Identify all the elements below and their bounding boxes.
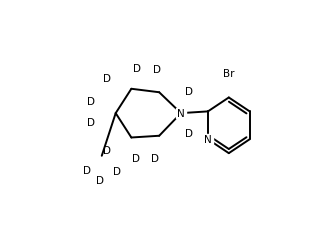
Bar bbox=[203, 135, 213, 144]
Text: D: D bbox=[96, 175, 104, 185]
Text: D: D bbox=[133, 64, 141, 74]
Text: D: D bbox=[151, 154, 159, 164]
Text: D: D bbox=[87, 97, 95, 106]
Text: N: N bbox=[177, 109, 185, 119]
Text: Br: Br bbox=[223, 69, 235, 79]
Text: D: D bbox=[114, 167, 121, 177]
Text: D: D bbox=[103, 74, 111, 84]
Text: N: N bbox=[204, 135, 212, 145]
Text: D: D bbox=[185, 87, 193, 97]
Text: D: D bbox=[83, 165, 91, 175]
Text: D: D bbox=[87, 117, 95, 127]
Bar bbox=[176, 109, 186, 119]
Text: D: D bbox=[132, 154, 140, 164]
Text: D: D bbox=[103, 145, 111, 155]
Text: D: D bbox=[185, 128, 193, 139]
Text: D: D bbox=[154, 65, 162, 74]
